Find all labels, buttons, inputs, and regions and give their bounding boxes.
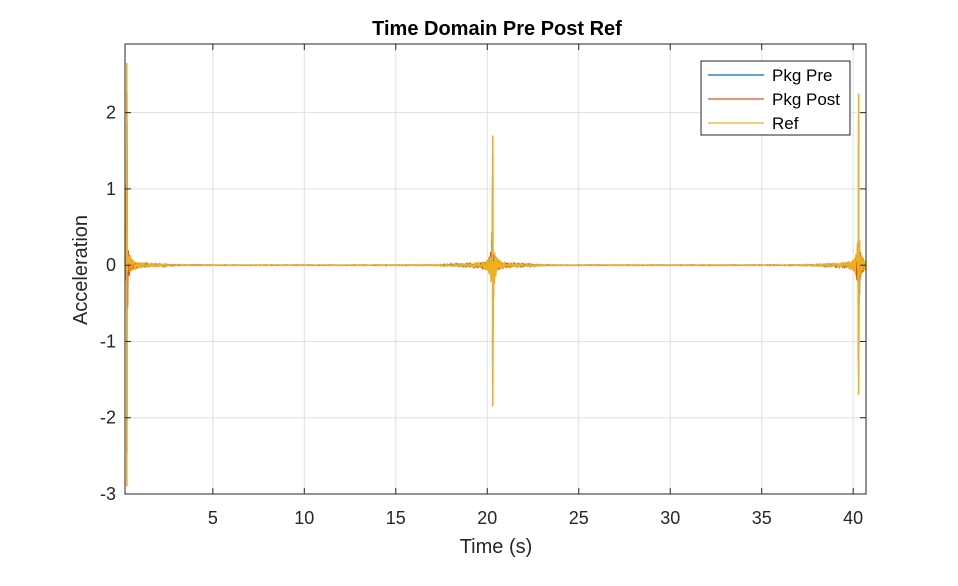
y-axis-label: Acceleration bbox=[70, 215, 92, 325]
legend-label: Ref bbox=[772, 114, 799, 133]
x-tick-label: 30 bbox=[660, 508, 680, 528]
legend-box bbox=[700, 60, 851, 136]
axes-box bbox=[124, 43, 867, 495]
x-tick-label: 10 bbox=[294, 508, 314, 528]
y-tick-label: -2 bbox=[100, 408, 116, 428]
series-line-3 bbox=[124, 117, 867, 374]
y-tick-label: 2 bbox=[106, 103, 116, 123]
x-tick-label: 40 bbox=[843, 508, 863, 528]
x-tick-label: 20 bbox=[477, 508, 497, 528]
legend[interactable]: Pkg Pre Pkg Post Ref bbox=[700, 60, 851, 136]
y-tick-label: 1 bbox=[106, 179, 116, 199]
signal-layer bbox=[124, 63, 867, 487]
y-tick-label: 0 bbox=[106, 255, 116, 275]
x-tick-label: 35 bbox=[752, 508, 772, 528]
x-tick-label: 15 bbox=[386, 508, 406, 528]
x-axis-label: Time (s) bbox=[460, 536, 533, 558]
y-tick-label: -3 bbox=[100, 484, 116, 504]
legend-label: Pkg Post bbox=[772, 90, 840, 109]
legend-label: Pkg Pre bbox=[772, 66, 832, 85]
tick-layer: 5 10 15 20 25 30 35 40 -3 -2 -1 0 1 2 bbox=[100, 44, 866, 528]
y-tick-label: -1 bbox=[100, 331, 116, 351]
x-tick-label: 5 bbox=[208, 508, 218, 528]
x-tick-label: 25 bbox=[569, 508, 589, 528]
chart-title: Time Domain Pre Post Ref bbox=[372, 18, 622, 40]
